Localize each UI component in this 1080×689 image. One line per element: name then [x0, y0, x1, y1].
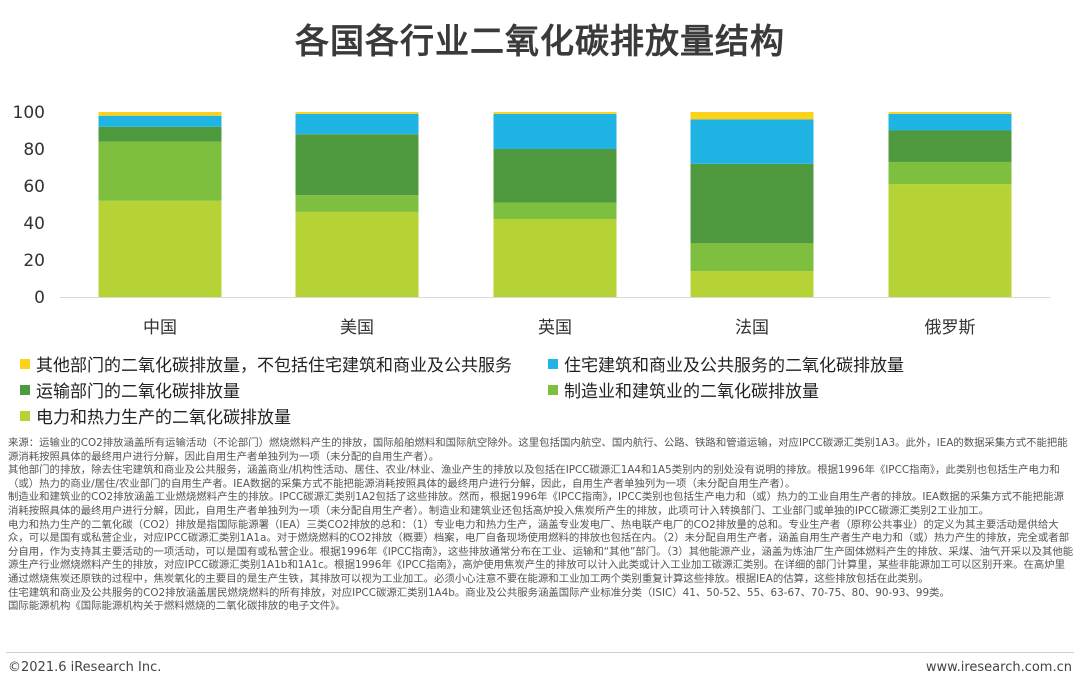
page-title: 各国各行业二氧化碳排放量结构	[295, 22, 785, 62]
bar-segment	[888, 184, 1012, 297]
legend-item: 住宅建筑和商业及公共服务的二氧化碳排放量	[548, 352, 1018, 376]
y-tick-label: 100	[13, 103, 45, 123]
stacked-bar-chart: 0 20 40 60 80 100 中国 美国 英国 法国 俄罗斯	[13, 103, 1050, 338]
bar-segment	[690, 271, 814, 297]
bar-segment	[690, 163, 814, 244]
legend-swatch	[20, 358, 30, 369]
x-tick-label: 英国	[538, 318, 572, 338]
legend-swatch	[548, 358, 558, 369]
legend-item: 电力和热力生产的二氧化碳排放量	[20, 404, 548, 428]
bar-segment	[493, 112, 617, 114]
bar-segment	[295, 134, 419, 196]
note-paragraph: 电力和热力生产的二氧化碳（CO2）排放是指国际能源署（IEA）三类CO2排放的总…	[8, 518, 1074, 585]
bar-segment	[295, 195, 419, 212]
bar-segment	[888, 112, 1012, 114]
bar-segment	[493, 149, 617, 203]
y-tick-label: 80	[23, 140, 45, 160]
note-paragraph: 制造业和建筑业的CO2排放涵盖工业燃烧燃料产生的排放。IPCC碳源汇类别1A2包…	[8, 491, 1064, 517]
bar-segment	[690, 119, 814, 164]
bar-segment	[295, 113, 419, 135]
bar-segment	[98, 126, 222, 142]
legend-item: 运输部门的二氧化碳排放量	[20, 378, 548, 402]
bar-segment	[888, 161, 1012, 185]
legend-label: 制造业和建筑业的二氧化碳排放量	[564, 382, 819, 402]
bar-segment	[493, 113, 617, 149]
bar-segment	[98, 115, 222, 127]
source-notes: 来源：运输业的CO2排放涵盖所有运输活动（不论部门）燃烧燃料产生的排放，国际船舶…	[8, 437, 1074, 614]
copyright-text: ©2021.6 iResearch Inc.	[8, 660, 162, 675]
note-paragraph: 来源：运输业的CO2排放涵盖所有运输活动（不论部门）燃烧燃料产生的排放，国际船舶…	[8, 437, 1068, 463]
bar-segment	[690, 112, 814, 120]
legend-item: 制造业和建筑业的二氧化碳排放量	[548, 378, 1018, 402]
legend-swatch	[548, 384, 558, 395]
legend-swatch	[20, 384, 30, 395]
y-axis: 0 20 40 60 80 100	[13, 103, 45, 308]
bar-segment	[295, 211, 419, 297]
bar-segment	[690, 243, 814, 272]
x-tick-label: 法国	[735, 318, 769, 338]
bar-segment	[295, 112, 419, 114]
legend-swatch	[20, 410, 30, 421]
note-paragraph: 国际能源机构《国际能源机构关于燃料燃烧的二氧化碳排放的电子文件》。	[8, 600, 346, 613]
legend-label: 运输部门的二氧化碳排放量	[36, 382, 240, 402]
bar-segment	[888, 113, 1012, 131]
y-tick-label: 0	[34, 288, 45, 308]
legend-label: 其他部门的二氧化碳排放量，不包括住宅建筑和商业及公共服务	[36, 356, 512, 376]
y-tick-label: 20	[23, 251, 45, 271]
bar-segment	[493, 202, 617, 220]
bar-segment	[98, 112, 222, 116]
bar-segment	[888, 130, 1012, 162]
legend-label: 住宅建筑和商业及公共服务的二氧化碳排放量	[564, 356, 904, 376]
chart-legend: 其他部门的二氧化碳排放量，不包括住宅建筑和商业及公共服务 住宅建筑和商业及公共服务…	[20, 352, 1020, 428]
bar-segment	[98, 141, 222, 201]
x-tick-label: 美国	[340, 318, 374, 338]
x-tick-label: 俄罗斯	[925, 318, 976, 338]
note-paragraph: 其他部门的排放，除去住宅建筑和商业及公共服务，涵盖商业/机构性活动、居住、农业/…	[8, 464, 1060, 490]
legend-item: 其他部门的二氧化碳排放量，不包括住宅建筑和商业及公共服务	[20, 352, 548, 376]
note-paragraph: 住宅建筑和商业及公共服务的CO2排放涵盖居民燃烧燃料的所有排放，对应IPCC碳源…	[8, 586, 950, 599]
x-tick-label: 中国	[143, 318, 177, 338]
website-link[interactable]: www.iresearch.com.cn	[925, 660, 1072, 675]
x-axis: 中国 美国 英国 法国 俄罗斯	[60, 297, 1050, 338]
y-tick-label: 40	[23, 214, 45, 234]
bars	[98, 112, 1012, 297]
y-tick-label: 60	[23, 177, 45, 197]
bar-segment	[98, 200, 222, 297]
legend-label: 电力和热力生产的二氧化碳排放量	[36, 408, 291, 428]
bar-segment	[493, 219, 617, 297]
footer-divider	[6, 652, 1074, 653]
